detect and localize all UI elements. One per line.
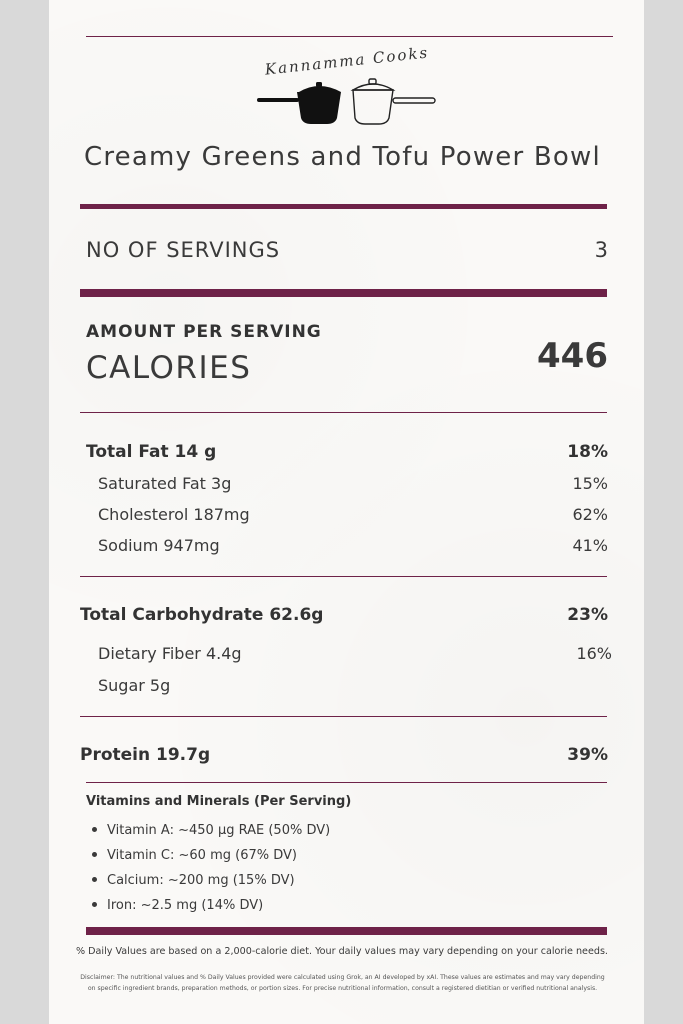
vitamins-list: Vitamin A: ~450 µg RAE (50% DV) Vitamin … xyxy=(92,818,330,918)
total-fat-label: Total Fat 14 g xyxy=(86,442,217,462)
bullet-icon xyxy=(92,902,97,907)
bullet-icon xyxy=(92,852,97,857)
recipe-title: Creamy Greens and Tofu Power Bowl xyxy=(84,142,601,172)
total-fat-dv: 18% xyxy=(567,442,608,462)
top-divider xyxy=(86,36,613,37)
saturated-fat-label: Saturated Fat 3g xyxy=(98,474,232,493)
list-item: Vitamin A: ~450 µg RAE (50% DV) xyxy=(92,818,330,843)
saturated-fat-dv: 15% xyxy=(572,474,608,493)
list-item: Iron: ~2.5 mg (14% DV) xyxy=(92,893,330,918)
vitamins-title: Vitamins and Minerals (Per Serving) xyxy=(86,794,352,809)
calories-label: CALORIES xyxy=(86,350,252,386)
outline-saucepan-icon xyxy=(350,78,436,125)
list-item: Vitamin C: ~60 mg (67% DV) xyxy=(92,843,330,868)
servings-label: NO OF SERVINGS xyxy=(86,238,281,262)
calories-divider xyxy=(80,412,607,413)
dietary-fiber-label: Dietary Fiber 4.4g xyxy=(98,644,242,663)
cholesterol-dv: 62% xyxy=(572,505,608,524)
list-item: Calcium: ~200 mg (15% DV) xyxy=(92,868,330,893)
brand-logo: Kannamma Cooks xyxy=(255,43,437,126)
bullet-icon xyxy=(92,877,97,882)
servings-divider xyxy=(80,289,607,297)
sugar-label: Sugar 5g xyxy=(98,676,171,695)
cholesterol-label: Cholesterol 187mg xyxy=(98,505,250,524)
protein-dv: 39% xyxy=(567,745,608,765)
disclaimer-text: Disclaimer: The nutritional values and %… xyxy=(80,974,605,992)
servings-value: 3 xyxy=(594,238,608,262)
fat-divider xyxy=(80,576,607,577)
nutrition-card xyxy=(49,0,644,1024)
sodium-dv: 41% xyxy=(572,536,608,555)
total-carbohydrate-label: Total Carbohydrate 62.6g xyxy=(80,605,324,625)
carbohydrate-divider xyxy=(80,716,607,717)
amount-per-serving-label: AMOUNT PER SERVING xyxy=(86,322,322,342)
black-saucepan-icon xyxy=(257,82,341,124)
footer-divider xyxy=(86,927,607,935)
sodium-label: Sodium 947mg xyxy=(98,536,220,555)
calories-value: 446 xyxy=(537,336,608,376)
total-carbohydrate-dv: 23% xyxy=(567,605,608,625)
protein-divider xyxy=(86,782,607,783)
daily-values-note: % Daily Values are based on a 2,000-calo… xyxy=(75,946,608,957)
bullet-icon xyxy=(92,827,97,832)
title-divider xyxy=(80,204,607,209)
protein-label: Protein 19.7g xyxy=(80,745,211,765)
dietary-fiber-dv: 16% xyxy=(576,644,612,663)
